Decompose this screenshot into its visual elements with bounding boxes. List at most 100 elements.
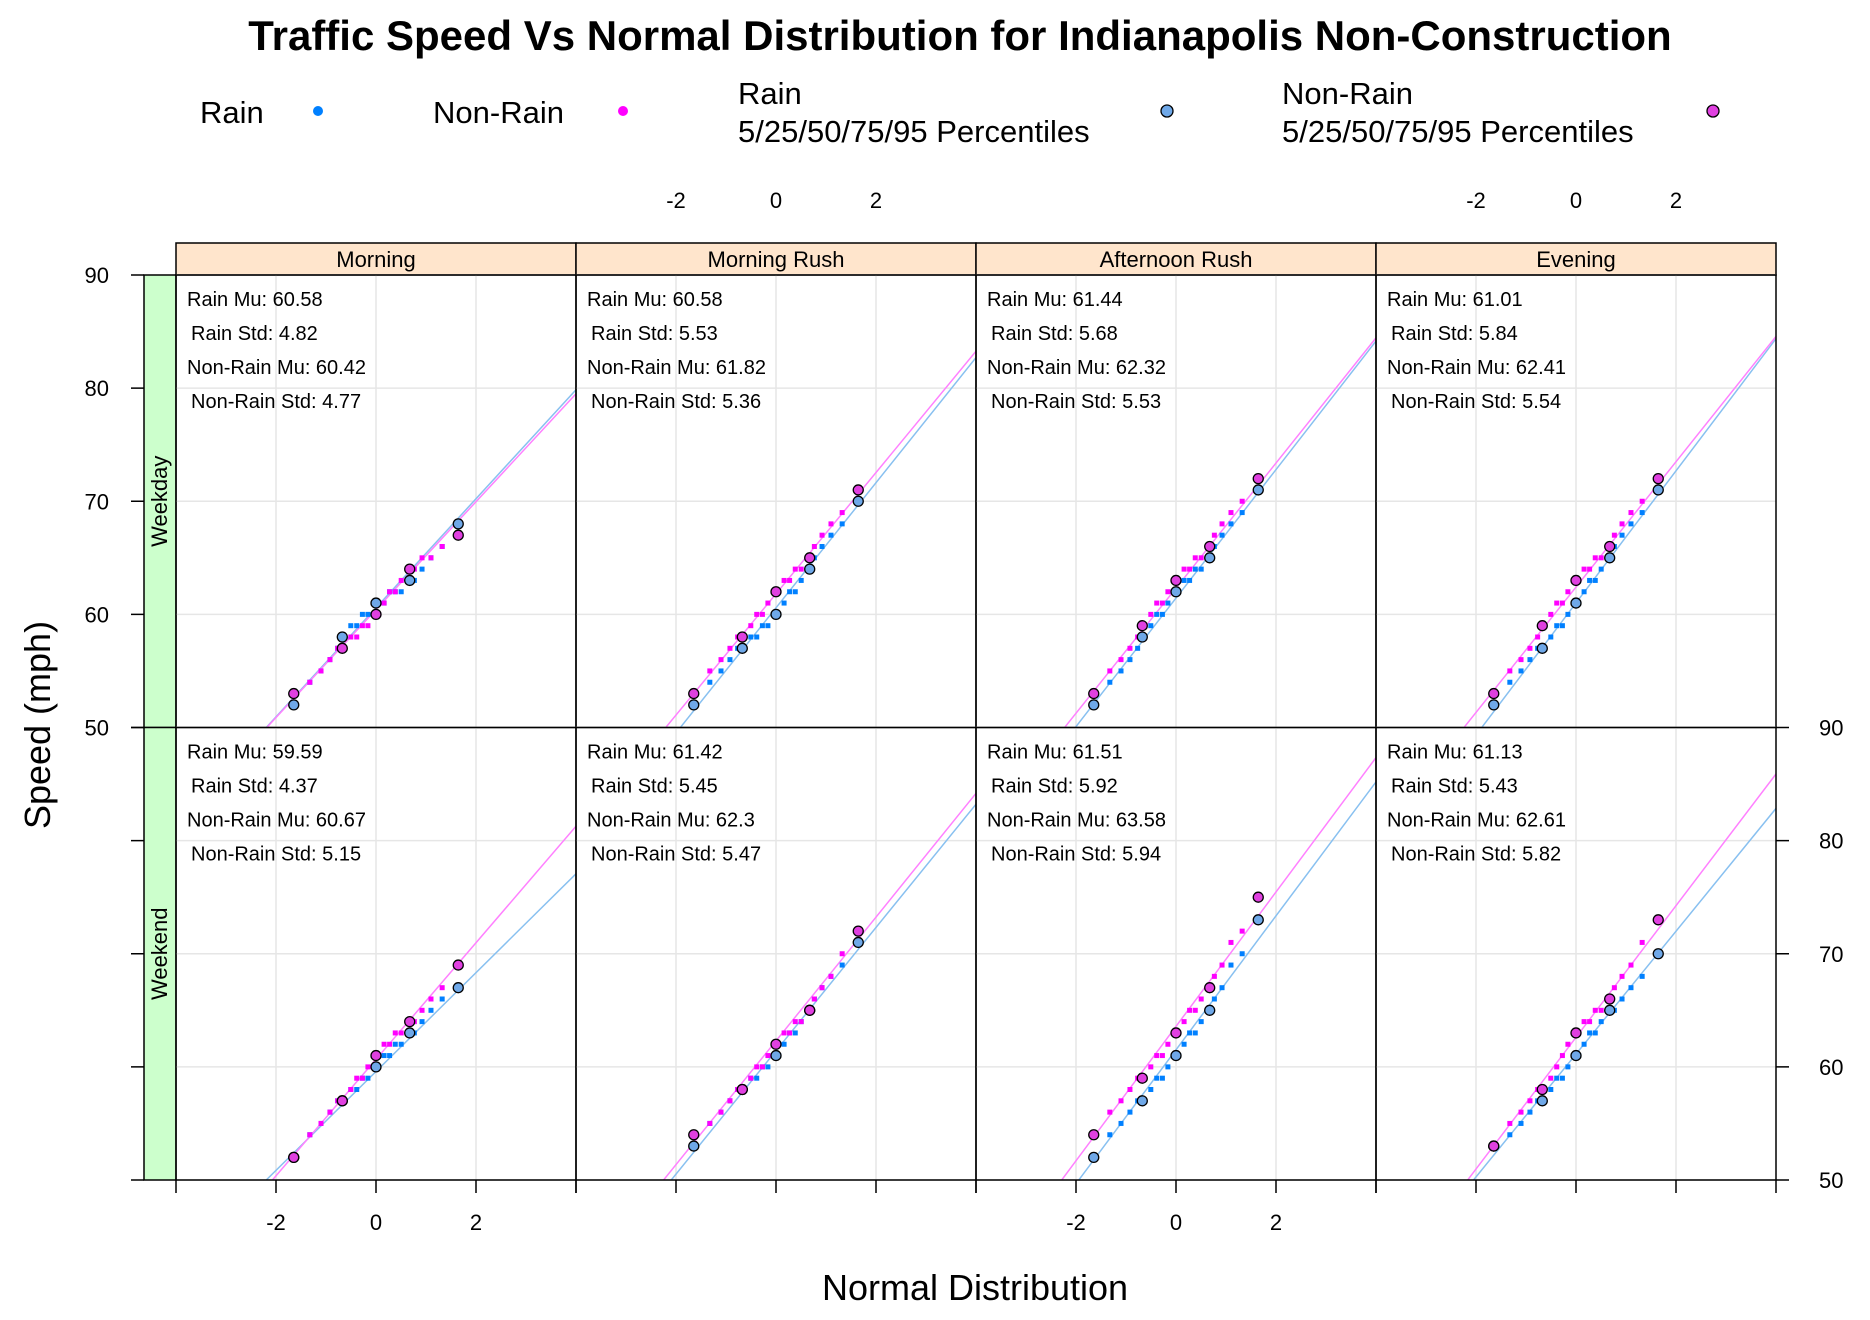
x-tick-label: 0 xyxy=(1170,1210,1182,1235)
non-rain-point xyxy=(318,1120,324,1126)
rain-point xyxy=(1211,996,1217,1002)
rain-point xyxy=(1554,623,1560,629)
rain-point xyxy=(428,1007,434,1013)
non-rain-point xyxy=(1559,600,1565,606)
legend: Rain Non-Rain Rain 5/25/50/75/95 Percent… xyxy=(200,76,1720,149)
panel-plot-area xyxy=(1466,773,1776,1180)
panel-stat-3: Non-Rain Std: 4.77 xyxy=(191,391,361,413)
x-tick-label: 2 xyxy=(470,1210,482,1235)
panels: Morning Morning Rush Afternoon Rush Evening… xyxy=(143,242,1777,1181)
rain-percentile-marker xyxy=(452,982,464,994)
rain-point xyxy=(781,1041,787,1047)
non-rain-point xyxy=(811,544,817,549)
panel-stat-1: Rain Std: 4.37 xyxy=(191,776,318,798)
non-rain-percentile-marker xyxy=(1488,1140,1500,1152)
rain-point xyxy=(1219,985,1225,991)
rain-percentile-marker xyxy=(1652,484,1664,496)
x-tick-label: 2 xyxy=(870,188,882,213)
rain-point xyxy=(718,668,724,674)
legend-label-rain: Rain xyxy=(200,95,264,130)
rain-point xyxy=(1619,996,1625,1002)
strip-label-morning: Morning xyxy=(336,247,415,272)
panel-stat-0: Rain Mu: 59.59 xyxy=(187,742,323,764)
non-rain-point xyxy=(428,555,434,561)
rain-point xyxy=(1598,1019,1604,1025)
non-rain-point xyxy=(1228,939,1234,945)
rain-percentile-marker xyxy=(1536,1095,1548,1107)
strip-morning xyxy=(175,242,577,276)
non-rain-point xyxy=(354,1075,360,1081)
non-rain-point xyxy=(1527,645,1533,651)
panel-stat-3: Non-Rain Std: 5.53 xyxy=(991,391,1161,413)
panel-stat-2: Non-Rain Mu: 62.32 xyxy=(987,357,1166,379)
rain-point xyxy=(727,657,733,663)
panel-stat-0: Rain Mu: 60.58 xyxy=(587,289,723,311)
non-rain-point xyxy=(419,1007,425,1013)
panel-stat-2: Non-Rain Mu: 62.61 xyxy=(1387,810,1566,832)
strip-label-weekday: Weekday xyxy=(147,456,172,547)
rain-point xyxy=(1107,679,1113,685)
rain-fit-line xyxy=(679,357,976,728)
panel-stat-3: Non-Rain Std: 5.47 xyxy=(591,844,761,866)
non-rain-point xyxy=(1148,611,1154,617)
rain-percentile-marker xyxy=(852,936,864,949)
legend-symbol-rain-percentiles xyxy=(1160,104,1174,118)
non-rain-percentile-marker xyxy=(1570,1027,1582,1039)
rain-point xyxy=(765,1064,771,1070)
non-rain-percentile-marker xyxy=(370,1049,382,1062)
non-rain-point xyxy=(359,1075,365,1081)
non-rain-point xyxy=(765,1053,771,1059)
rain-fit-line xyxy=(1077,781,1376,1180)
rain-percentile-marker xyxy=(1570,597,1582,609)
rain-point xyxy=(1581,589,1587,595)
rain-point xyxy=(819,544,825,549)
rain-point xyxy=(839,521,845,527)
rain-percentile-marker xyxy=(1652,948,1664,960)
rain-percentile-marker xyxy=(1136,1095,1148,1107)
non-rain-point xyxy=(1527,1098,1533,1104)
panel-stat-3: Non-Rain Std: 5.36 xyxy=(591,391,761,413)
non-rain-point xyxy=(1154,1053,1160,1059)
non-rain-percentile-marker xyxy=(1536,620,1548,632)
rain-point xyxy=(1219,532,1225,538)
rain-fit-line xyxy=(1074,340,1376,728)
strip-label-weekend: Weekend xyxy=(147,907,172,1000)
panel-stat-1: Rain Std: 5.92 xyxy=(991,776,1118,798)
non-rain-point xyxy=(839,951,845,957)
rain-percentile-marker xyxy=(1604,1004,1616,1016)
rain-point xyxy=(1118,668,1124,674)
non-rain-point xyxy=(1628,510,1634,516)
rain-point xyxy=(1181,1041,1187,1047)
panel-stat-0: Rain Mu: 61.42 xyxy=(587,742,723,764)
non-rain-point xyxy=(359,623,365,629)
non-rain-point xyxy=(439,544,445,549)
rain-point xyxy=(1507,1132,1513,1138)
rain-point xyxy=(1181,577,1187,583)
strip-morning-rush xyxy=(575,242,977,276)
rain-point xyxy=(759,623,765,629)
non-rain-percentile-marker xyxy=(1252,472,1264,485)
non-rain-point xyxy=(727,1098,733,1104)
non-rain-fit-line xyxy=(1463,335,1776,728)
non-rain-point xyxy=(1181,566,1187,572)
rain-percentile-marker xyxy=(1088,699,1100,711)
non-rain-point xyxy=(707,1120,713,1126)
x-tick-label: 2 xyxy=(1270,1210,1282,1235)
rain-point xyxy=(754,634,760,640)
non-rain-point xyxy=(759,1064,765,1070)
non-rain-point xyxy=(759,611,765,617)
y-tick-label: 80 xyxy=(85,376,109,401)
non-rain-point xyxy=(1211,532,1217,538)
panel-weekday-evening: Rain Mu: 61.01 Rain Std: 5.84 Non-Rain Mu:… xyxy=(1375,274,1777,729)
legend-label-non-rain-percentiles-line1: Non-Rain xyxy=(1282,76,1413,111)
panel-plot-area xyxy=(1463,335,1776,728)
non-rain-point xyxy=(1107,668,1113,674)
rain-point xyxy=(1135,645,1141,651)
panel-plot-area xyxy=(664,350,976,728)
non-rain-percentile-marker xyxy=(288,1151,300,1164)
y-tick-label: 60 xyxy=(85,602,109,627)
non-rain-point xyxy=(1565,589,1571,595)
rain-point xyxy=(787,589,793,595)
non-rain-point xyxy=(1548,611,1554,617)
